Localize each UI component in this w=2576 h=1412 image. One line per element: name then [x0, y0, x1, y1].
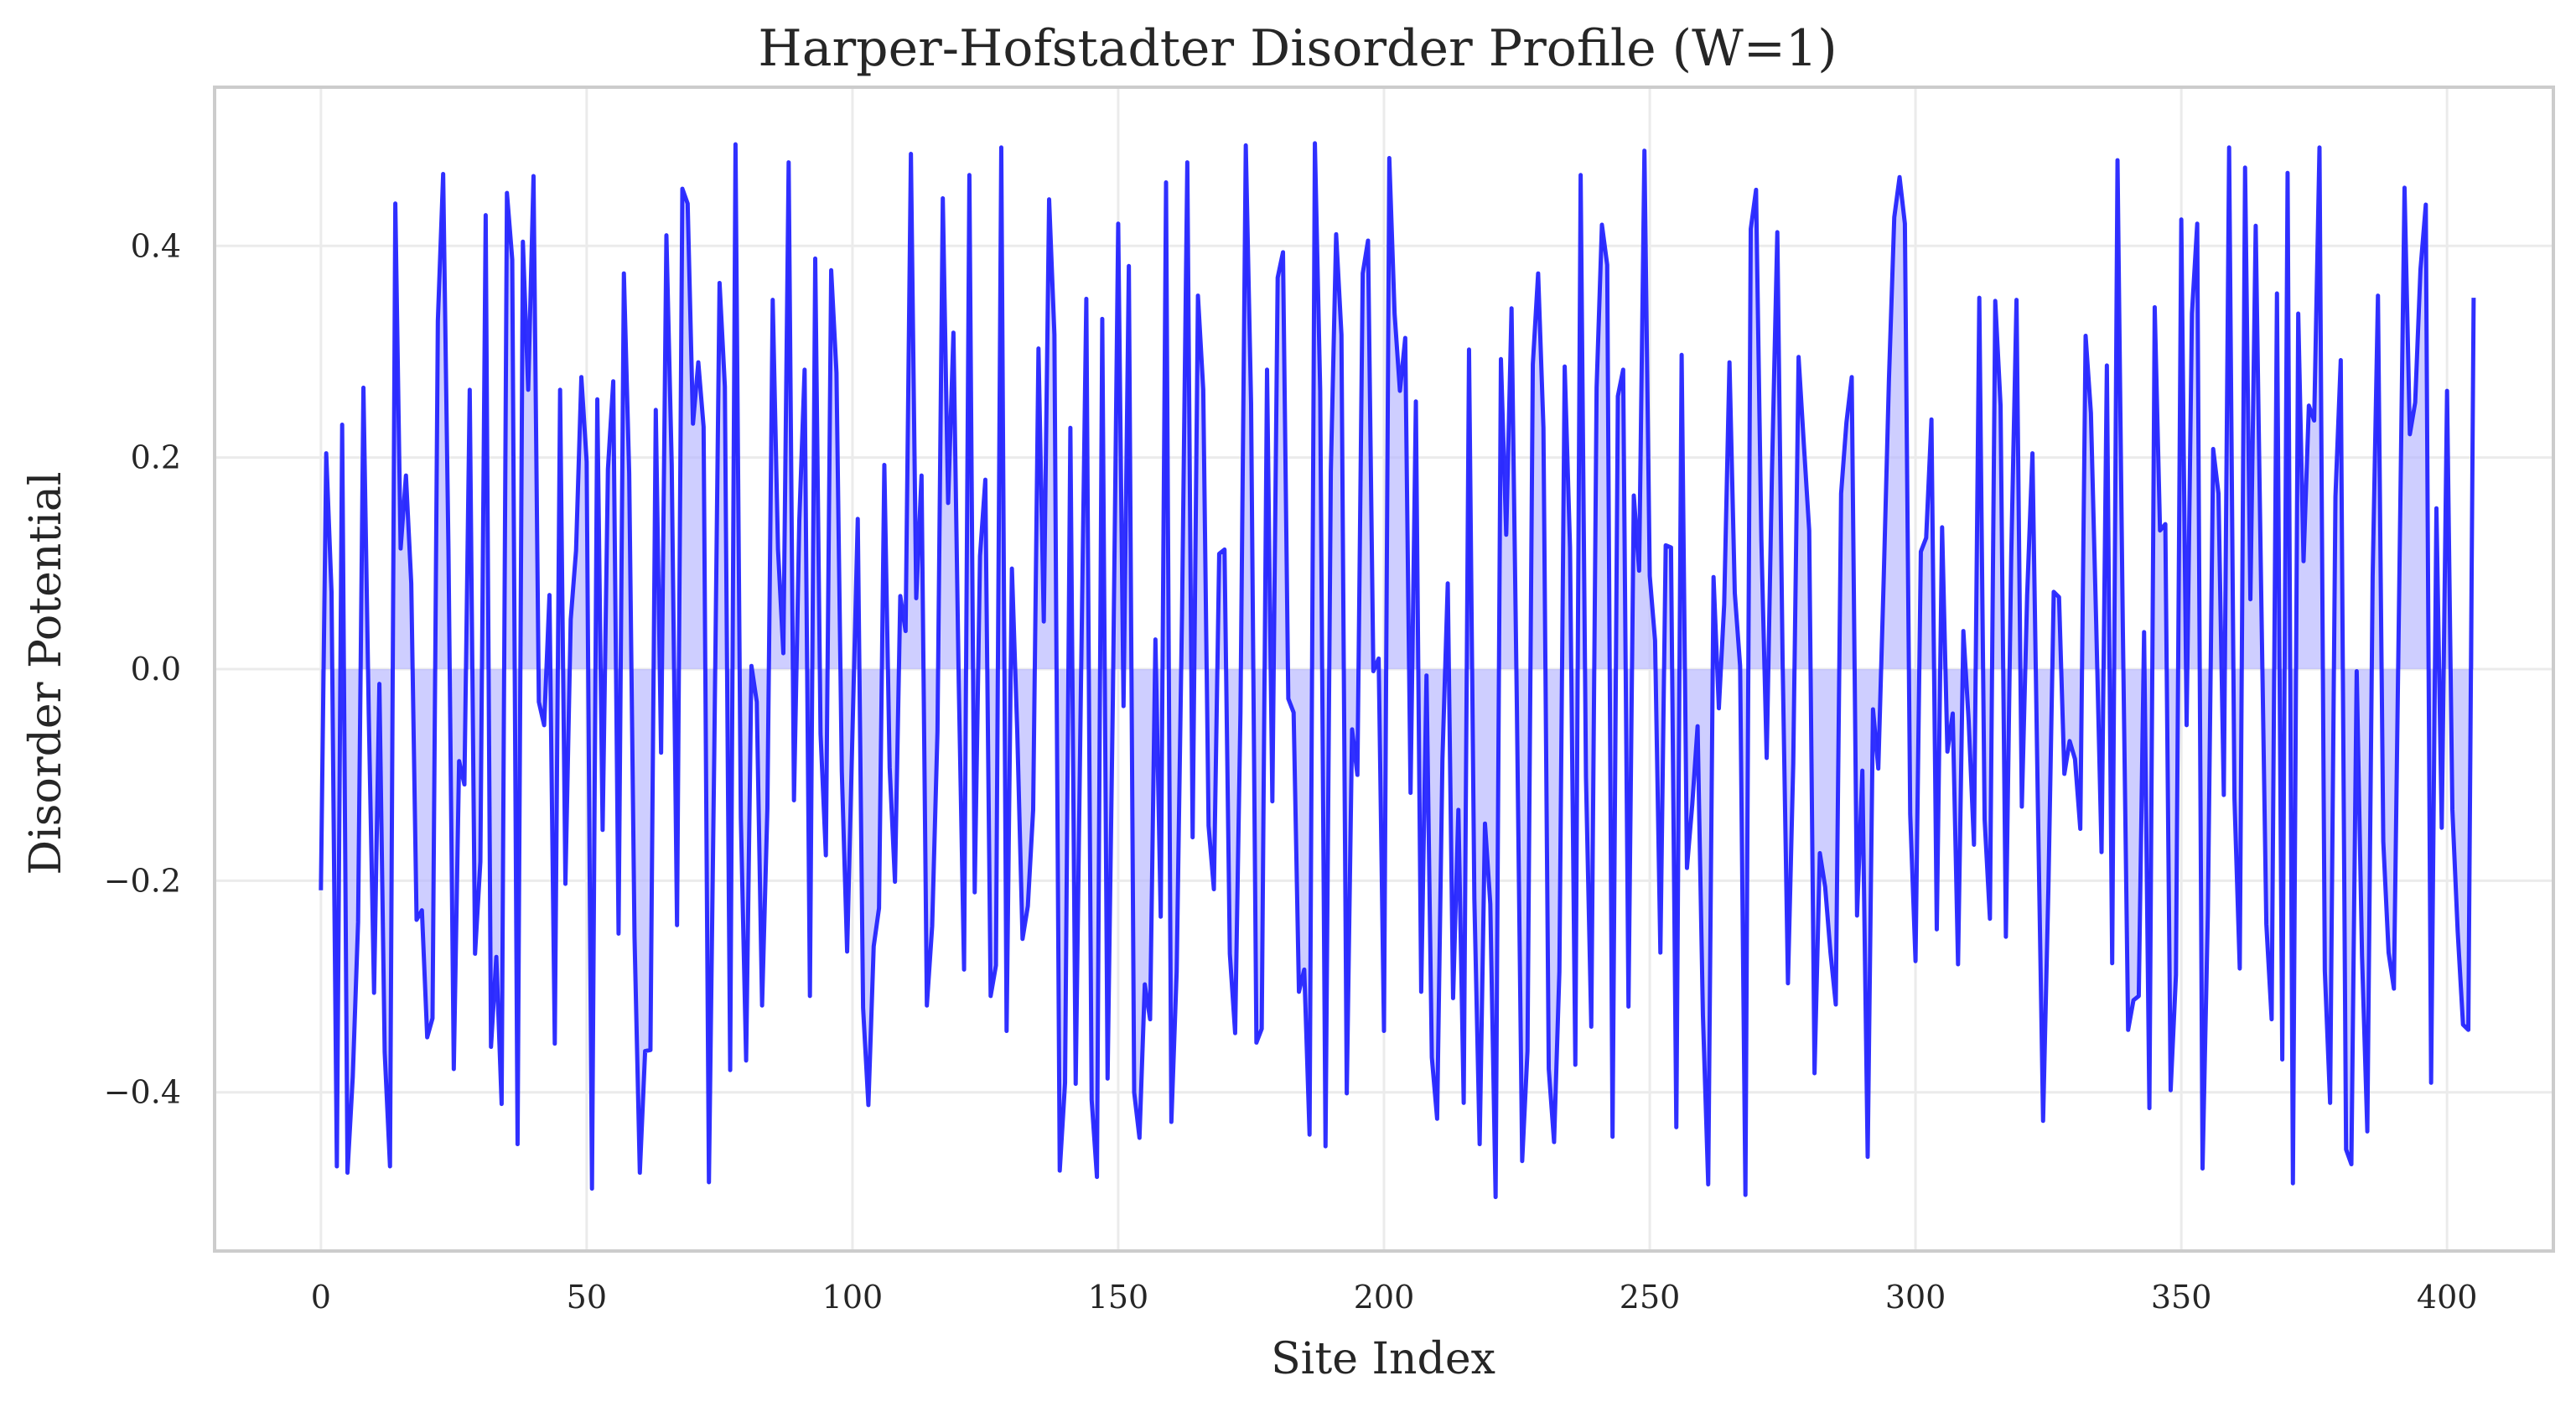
x-tick-label: 300: [1885, 1279, 1946, 1316]
x-tick-label: 350: [2151, 1279, 2212, 1316]
x-tick-label: 400: [2417, 1279, 2478, 1316]
x-axis-ticks: 0 50 100 150 200 250 300 350 400: [311, 1279, 2478, 1316]
x-tick-label: 150: [1088, 1279, 1149, 1316]
series-line: [319, 141, 2476, 1200]
x-axis-label: Site Index: [1271, 1334, 1495, 1384]
y-tick-label: −0.2: [104, 862, 181, 899]
y-tick-label: 0.2: [131, 439, 181, 476]
y-tick-label: 0.4: [131, 227, 181, 264]
plot-area: [319, 141, 2476, 1200]
y-axis-ticks: −0.4 −0.2 0.0 0.2 0.4: [104, 227, 181, 1110]
x-tick-label: 100: [822, 1279, 884, 1316]
x-tick-label: 200: [1354, 1279, 1415, 1316]
plot-frame: [213, 86, 2555, 1253]
x-tick-label: 250: [1620, 1279, 1681, 1316]
x-tick-label: 50: [567, 1279, 607, 1316]
x-tick-label: 0: [311, 1279, 331, 1316]
chart-title: Harper-Hofstadter Disorder Profile (W=1): [758, 19, 1837, 78]
y-tick-label: 0.0: [131, 651, 181, 688]
y-axis-label: Disorder Potential: [21, 471, 71, 875]
y-tick-label: −0.4: [104, 1074, 181, 1111]
